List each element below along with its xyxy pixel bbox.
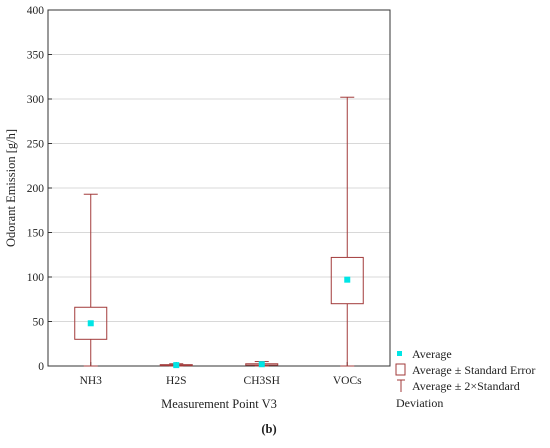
- box-h2s: [159, 362, 193, 369]
- legend-std-error-box: [395, 363, 406, 376]
- figure-caption: (b): [261, 422, 276, 436]
- box-vocs: [330, 96, 364, 367]
- x-axis-title: Measurement Point V3: [161, 397, 277, 411]
- legend-std-deviation-label-cont: Deviation: [396, 396, 443, 410]
- legend-std-deviation-whisker: [397, 379, 405, 392]
- legend-average-label: Average: [412, 347, 452, 361]
- legend-std-error-label: Average ± Standard Error: [412, 363, 535, 377]
- x-tick-label: H2S: [166, 375, 186, 387]
- y-tick-label: 250: [27, 139, 45, 151]
- box-series: [74, 96, 364, 369]
- y-tick-label: 300: [27, 94, 45, 106]
- std-error-box: [330, 256, 364, 305]
- x-axis-ticks: NH3 H2S CH3SH VOCs: [80, 362, 362, 387]
- x-tick-label: NH3: [80, 375, 103, 387]
- y-axis-title: Odorant Emission [g/h]: [4, 129, 18, 247]
- legend: Average Average ± Standard Error Average…: [395, 347, 535, 410]
- y-tick-label: 0: [38, 361, 44, 373]
- box-nh3: [74, 193, 108, 367]
- y-tick-label: 400: [27, 5, 45, 17]
- y-tick-label: 150: [27, 228, 45, 240]
- average-marker: [258, 361, 265, 368]
- y-tick-label: 50: [33, 317, 45, 329]
- y-tick-label: 100: [27, 272, 45, 284]
- x-tick-label: VOCs: [333, 375, 362, 387]
- y-tick-label: 200: [27, 183, 45, 195]
- box-ch3sh: [245, 361, 279, 368]
- y-axis-ticks: 0 50 100 150 200 250 300 350 400: [27, 5, 52, 373]
- y-tick-label: 350: [27, 50, 45, 62]
- std-error-box: [74, 306, 108, 340]
- gridlines: [48, 54, 390, 322]
- average-marker: [344, 276, 351, 283]
- average-marker: [87, 320, 94, 327]
- average-marker: [173, 362, 180, 369]
- legend-average-marker: [397, 351, 402, 356]
- legend-std-deviation-label: Average ± 2×Standard: [412, 379, 520, 393]
- x-tick-label: CH3SH: [244, 375, 280, 387]
